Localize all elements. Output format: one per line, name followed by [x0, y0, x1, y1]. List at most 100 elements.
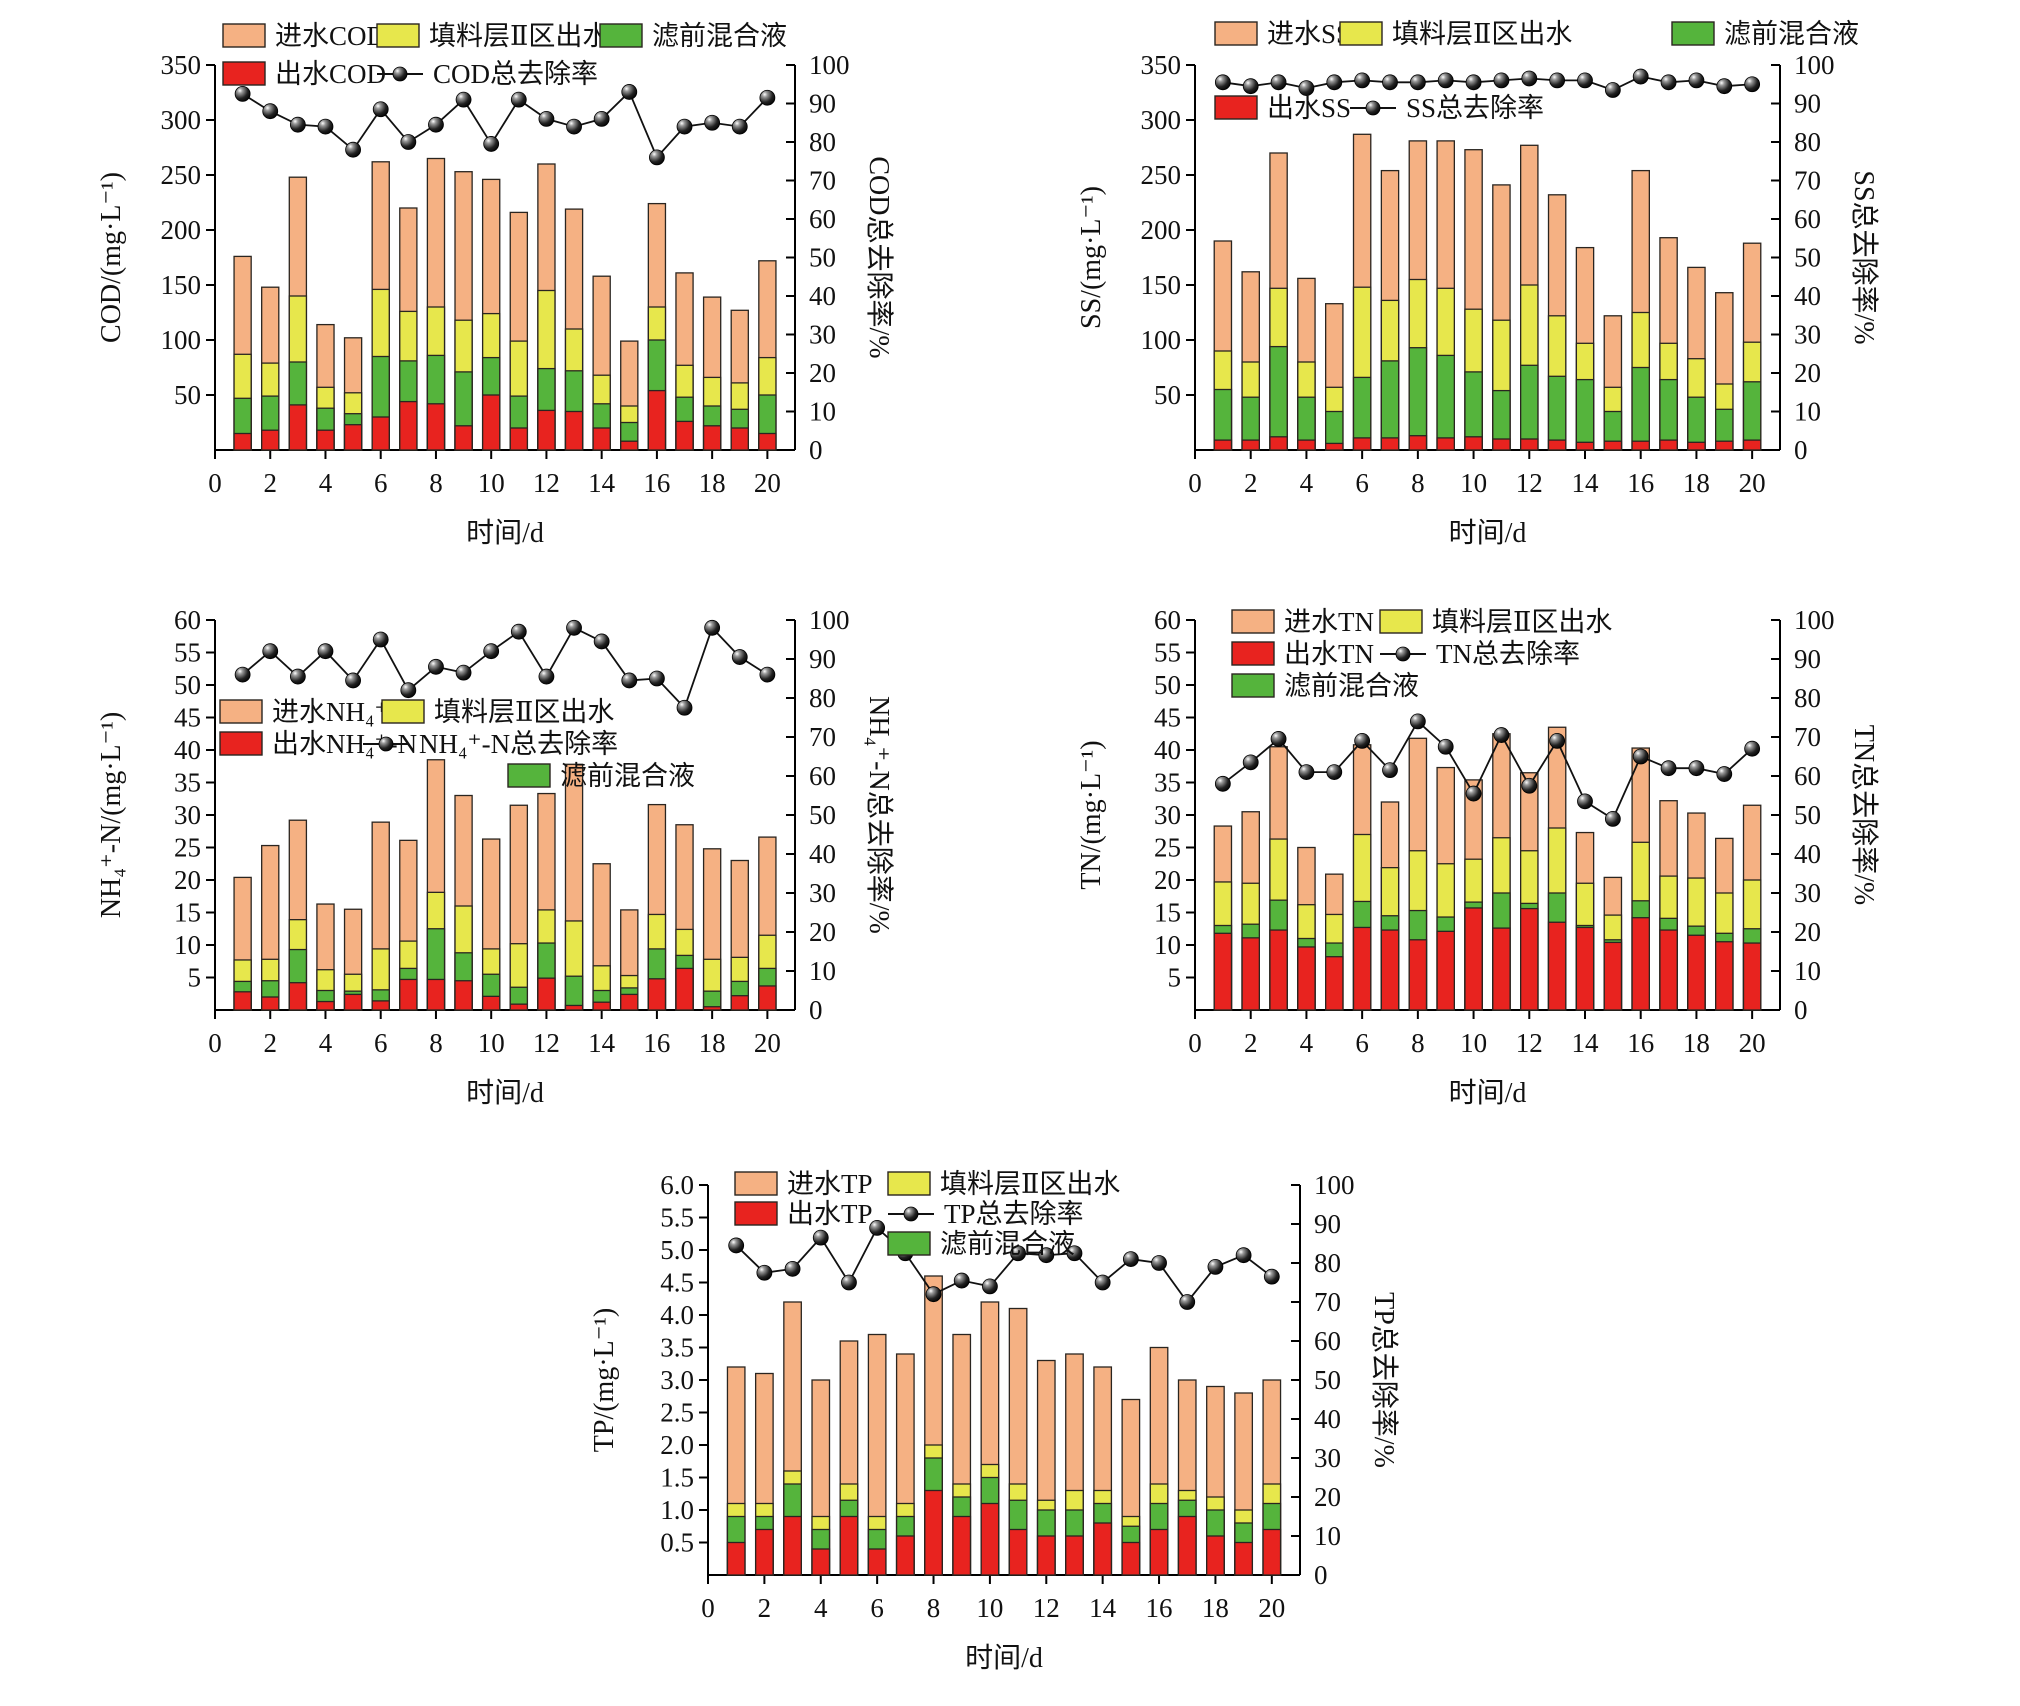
cod-legend-label-influent: 进水COD	[275, 21, 386, 51]
tp-x-tick-label: 12	[1033, 1593, 1060, 1623]
cod-bar-effluent-day-3	[288, 404, 308, 451]
tp-bar-effluent-day-1	[726, 1541, 746, 1576]
ss-bar-effluent-day-8	[1408, 435, 1428, 451]
tn-legend-label-influent: 进水TN	[1284, 607, 1374, 637]
tp-y2-tick-label: 100	[1314, 1170, 1355, 1200]
ss-removal-marker-day-6	[1354, 72, 1371, 89]
tp-bar-effluent-day-8	[924, 1489, 943, 1576]
nh4-y-tick-label: 20	[174, 865, 201, 895]
cod-removal-marker-day-13	[566, 118, 582, 135]
tn-bar-effluent-day-9	[1436, 930, 1456, 1011]
ss-legend-swatch-packing	[1339, 21, 1383, 46]
nh4-y2-tick-label: 20	[809, 917, 836, 947]
tn-bar-effluent-day-20	[1742, 942, 1762, 1011]
nh4-y2-tick-label: 100	[809, 605, 850, 635]
ss-removal-marker-day-12	[1521, 70, 1538, 87]
tp-y-tick-label: 6.0	[660, 1170, 694, 1200]
ss-removal-marker-day-8	[1409, 74, 1426, 91]
tn-legend-swatch-influent	[1231, 609, 1275, 634]
tn-legend-label-mixed: 滤前混合液	[1284, 671, 1419, 701]
tn-removal-marker-day-18	[1688, 760, 1705, 777]
ss-removal-marker-day-9	[1437, 72, 1454, 89]
nh4-removal-marker-day-6	[372, 631, 389, 648]
tn-bar-effluent-day-4	[1297, 946, 1316, 1011]
ss-bar-effluent-day-14	[1575, 441, 1595, 451]
tp-bar-effluent-day-14	[1093, 1522, 1113, 1576]
ss-x-tick-label: 20	[1739, 468, 1766, 498]
ss-chart: 5010015020025030035001020304050607080901…	[1076, 19, 1880, 549]
tp-removal-marker-day-2	[756, 1264, 773, 1281]
cod-removal-marker-day-15	[621, 84, 638, 100]
nh4-y2-tick-label: 50	[809, 800, 836, 830]
nh4-y-tick-label: 55	[174, 638, 201, 668]
cod-removal-marker-day-4	[317, 118, 334, 135]
cod-chart: 5010015020025030035001020304050607080901…	[96, 21, 895, 549]
tp-x-axis-title: 时间/d	[965, 1642, 1043, 1674]
nh4-bar-effluent-day-6	[371, 1000, 390, 1011]
nh4-bar-effluent-day-18	[702, 1006, 722, 1011]
tp-legend-label-mixed: 滤前混合液	[940, 1229, 1075, 1259]
tn-legend-label-effluent: 出水TN	[1284, 639, 1374, 669]
ss-bar-effluent-day-13	[1547, 439, 1567, 451]
ss-bar-effluent-day-6	[1352, 437, 1372, 451]
tp-legend-label-removal: TP总去除率	[944, 1199, 1084, 1229]
tp-legend-swatch-influent	[734, 1171, 778, 1196]
nh4-removal-marker-day-8	[428, 658, 444, 675]
nh4-removal-marker-day-9	[455, 664, 472, 681]
ss-bar-effluent-day-19	[1715, 440, 1734, 451]
nh4-y2-tick-label: 90	[809, 644, 836, 674]
tn-y2-tick-label: 80	[1794, 683, 1821, 713]
nh4-y2-tick-label: 60	[809, 761, 836, 791]
ss-bar-effluent-day-4	[1297, 439, 1316, 451]
nh4-y-tick-label: 15	[174, 898, 201, 928]
ss-y-tick-label: 200	[1141, 215, 1182, 245]
nh4-x-tick-label: 20	[754, 1028, 781, 1058]
cod-removal-marker-day-12	[538, 111, 555, 127]
nh4-y-tick-label: 10	[174, 930, 201, 960]
ss-removal-marker-day-4	[1298, 80, 1315, 96]
cod-y-tick-label: 200	[161, 215, 202, 245]
nh4-bar-effluent-day-7	[399, 978, 418, 1011]
cod-y-tick-label: 50	[174, 380, 201, 410]
ss-y-tick-label: 50	[1154, 380, 1181, 410]
tn-legend-removal-marker-icon	[1395, 646, 1411, 662]
ss-bar-effluent-day-3	[1269, 436, 1288, 451]
nh4-bar-effluent-day-3	[288, 982, 308, 1011]
nh4-bar-effluent-day-5	[343, 993, 363, 1011]
tn-x-tick-label: 0	[1188, 1028, 1202, 1058]
cod-y2-tick-label: 40	[809, 281, 836, 311]
tp-y2-tick-label: 80	[1314, 1248, 1341, 1278]
tp-legend-swatch-packing	[887, 1171, 931, 1196]
tp-removal-marker-day-13	[1066, 1245, 1083, 1262]
tn-removal-marker-day-16	[1632, 748, 1649, 765]
nh4-legend-swatch-packing	[381, 699, 425, 724]
tp-bar-effluent-day-17	[1177, 1515, 1197, 1576]
nh4-y-tick-label: 5	[188, 963, 202, 993]
nh4-removal-marker-day-16	[649, 670, 665, 687]
cod-bar-effluent-day-1	[233, 432, 252, 451]
nh4-x-tick-label: 16	[643, 1028, 670, 1058]
ss-bar-mixed-day-8	[1408, 347, 1428, 451]
tn-chart: 5101520253035404550556001020304050607080…	[1076, 605, 1880, 1109]
ss-bar-effluent-day-2	[1241, 439, 1261, 451]
cod-removal-marker-day-6	[372, 101, 389, 118]
charts-root: 5010015020025030035001020304050607080901…	[96, 19, 1880, 1674]
tn-x-tick-label: 12	[1516, 1028, 1543, 1058]
nh4-y2-tick-label: 40	[809, 839, 836, 869]
tn-y-tick-label: 35	[1154, 768, 1181, 798]
tn-bar-effluent-day-18	[1687, 934, 1706, 1011]
nh4-removal-marker-day-2	[262, 643, 279, 660]
ss-x-tick-label: 8	[1411, 468, 1425, 498]
cod-legend-swatch-packing	[376, 23, 420, 48]
cod-y2-tick-label: 100	[809, 50, 850, 80]
nh4-bar-effluent-day-16	[647, 978, 667, 1011]
ss-y2-axis-title: SS总去除率/%	[1848, 170, 1880, 344]
ss-removal-marker-day-5	[1326, 74, 1343, 91]
ss-x-axis-title: 时间/d	[1449, 517, 1527, 549]
tn-bar-effluent-day-13	[1547, 921, 1567, 1011]
tp-legend-swatch-mixed	[887, 1231, 931, 1256]
tn-bar-effluent-day-10	[1464, 907, 1483, 1011]
ss-y2-tick-label: 30	[1794, 320, 1821, 350]
cod-y2-axis-title: COD总去除率/%	[863, 156, 895, 358]
